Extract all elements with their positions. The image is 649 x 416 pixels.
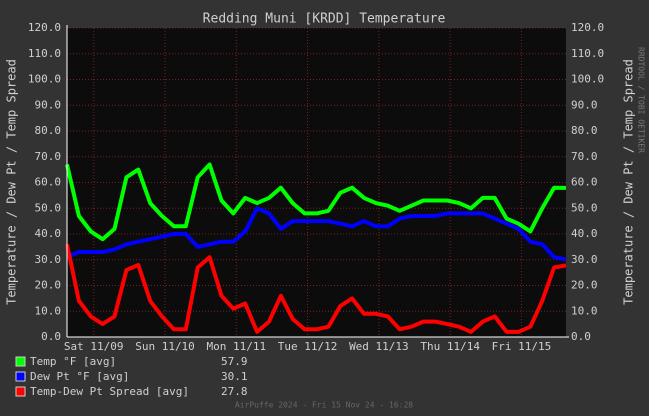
series-line — [66, 206, 567, 262]
x-tick-label: Sun 11/10 — [135, 340, 195, 353]
x-tick-label: Wed 11/13 — [349, 340, 409, 353]
y-tick-label: 30.0 — [35, 253, 62, 266]
y-tick-label-right: 110.0 — [571, 47, 604, 60]
y-tick-label: 100.0 — [28, 73, 61, 86]
legend-label: Temp °F [avg] — [30, 355, 116, 368]
y-axis-label-right: Temperature / Dew Pt / Temp Spread — [622, 59, 636, 305]
x-tick-label: Sat 11/09 — [64, 340, 124, 353]
y-tick-label-right: 80.0 — [571, 124, 598, 137]
footer: AirPuffe 2024 - Fri 15 Nov 24 - 16:28 — [235, 401, 413, 410]
y-tick-label-right: 60.0 — [571, 176, 598, 189]
legend-value: 27.8 — [221, 385, 248, 398]
legend-label: Temp-Dew Pt Spread [avg] — [30, 385, 189, 398]
y-tick-label: 20.0 — [35, 279, 62, 292]
y-tick-label-right: 30.0 — [571, 253, 598, 266]
y-tick-label-right: 120.0 — [571, 21, 604, 34]
legend-value: 30.1 — [221, 370, 248, 383]
y-tick-label: 10.0 — [35, 304, 62, 317]
x-tick-label: Fri 11/15 — [492, 340, 552, 353]
y-tick-label-right: 90.0 — [571, 98, 598, 111]
series-line — [65, 243, 567, 334]
chart-title: Redding Muni [KRDD] Temperature — [203, 12, 446, 27]
y-tick-label: 90.0 — [35, 98, 62, 111]
series-line — [65, 162, 567, 242]
legend-value: 57.9 — [221, 355, 248, 368]
y-tick-label-right: 100.0 — [571, 73, 604, 86]
y-axis-label: Temperature / Dew Pt / Temp Spread — [5, 59, 19, 305]
legend-swatch — [15, 356, 26, 367]
x-tick-label: Mon 11/11 — [206, 340, 266, 353]
y-tick-label: 0.0 — [41, 330, 61, 343]
legend-swatch — [15, 386, 26, 397]
watermark: RRDTOOL / TOBI OETIKER — [637, 47, 646, 153]
y-tick-label-right: 50.0 — [571, 201, 598, 214]
y-tick-label: 80.0 — [35, 124, 62, 137]
legend-swatch — [15, 371, 26, 382]
y-tick-label: 70.0 — [35, 150, 62, 163]
y-tick-label-right: 40.0 — [571, 227, 598, 240]
y-tick-label-right: 0.0 — [571, 330, 591, 343]
y-tick-label: 120.0 — [28, 21, 61, 34]
y-tick-label: 50.0 — [35, 201, 62, 214]
legend-label: Dew Pt °F [avg] — [30, 370, 129, 383]
x-tick-label: Thu 11/14 — [420, 340, 480, 353]
y-tick-label: 60.0 — [35, 176, 62, 189]
y-tick-label-right: 70.0 — [571, 150, 598, 163]
x-tick-label: Tue 11/12 — [278, 340, 338, 353]
y-tick-label: 110.0 — [28, 47, 61, 60]
y-tick-label-right: 20.0 — [571, 279, 598, 292]
y-tick-label-right: 10.0 — [571, 304, 598, 317]
y-tick-label: 40.0 — [35, 227, 62, 240]
